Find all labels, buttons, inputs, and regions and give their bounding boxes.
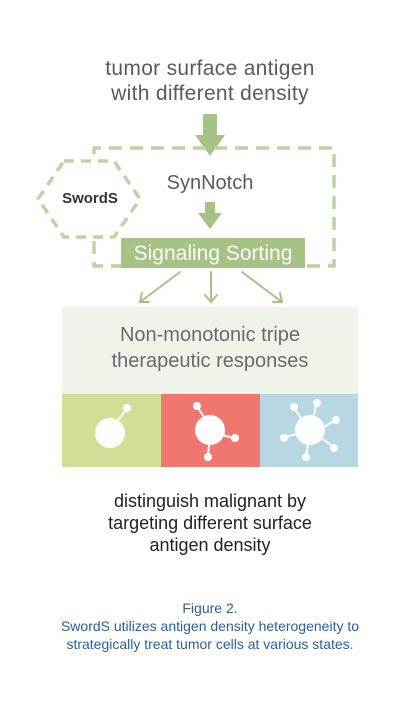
responses-panel <box>62 307 358 394</box>
bottom-text-line-3: antigen density <box>149 535 271 555</box>
figure-label: Figure 2. <box>182 600 238 616</box>
top-text-line-1: tumor surface antigen <box>105 57 315 80</box>
tumor-cell-high-density-icon <box>280 399 340 461</box>
tumor-cell-medium-density-icon <box>193 402 239 461</box>
tumor-cell-low-density-icon <box>95 404 131 448</box>
figure-caption: SwordS utilizes antigen density heteroge… <box>10 617 410 653</box>
bottom-text: distinguish malignant by targeting diffe… <box>40 490 380 556</box>
caption-line-2: strategically treat tumor cells at vario… <box>66 636 354 652</box>
top-text-line-2: with different density <box>111 82 309 105</box>
fan-out-arrows <box>138 271 284 304</box>
synnotch-dashed-frame-left <box>92 220 121 268</box>
down-arrow-middle <box>198 202 222 229</box>
responses-line-1: Non-monotonic tripe <box>119 324 301 346</box>
signaling-sorting-bar <box>121 238 305 268</box>
down-arrow-top <box>195 114 225 156</box>
top-text: tumor surface antigen with different den… <box>60 56 360 106</box>
signaling-sorting-label: Signaling Sorting <box>133 242 293 265</box>
responses-line-2: therapeutic responses <box>111 350 309 372</box>
swords-hexagon <box>35 159 143 239</box>
synnotch-label: SynNotch <box>166 172 254 194</box>
bottom-text-line-2: targeting different surface <box>108 513 312 533</box>
responses-label: Non-monotonic tripe therapeutic response… <box>64 322 356 374</box>
bottom-text-line-1: distinguish malignant by <box>113 491 307 511</box>
swords-label: SwordS <box>62 190 118 207</box>
caption-line-1: SwordS utilizes antigen density heteroge… <box>60 618 360 634</box>
